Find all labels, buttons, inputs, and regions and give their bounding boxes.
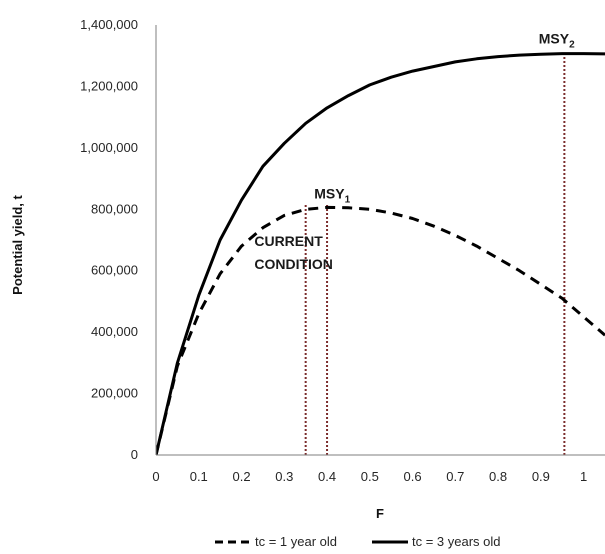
x-tick-label: 0.3 (275, 469, 293, 484)
series-layer (156, 52, 605, 455)
x-tick-label: 0.8 (489, 469, 507, 484)
y-tick-label: 1,000,000 (80, 140, 138, 155)
x-tick-label: 0.4 (318, 469, 336, 484)
x-axis-title: F (376, 506, 384, 521)
x-tick-label: 0.5 (361, 469, 379, 484)
x-tick-label: 0.6 (404, 469, 422, 484)
x-tick-label: 0.1 (190, 469, 208, 484)
series-line-tc-3-years-old (156, 52, 605, 455)
legend: tc = 1 year old tc = 3 years old (215, 534, 501, 549)
legend-label: tc = 3 years old (412, 534, 501, 549)
y-axis-title: Potential yield, t (10, 194, 25, 294)
annotation-subscript: 2 (569, 39, 575, 50)
y-tick-label: 600,000 (91, 263, 138, 278)
x-tick-label: 0.2 (232, 469, 250, 484)
y-tick-label: 200,000 (91, 386, 138, 401)
axes (155, 25, 605, 456)
annotation-subscript: 1 (345, 195, 351, 206)
legend-label: tc = 1 year old (255, 534, 337, 549)
x-tick-labels: 0 0.1 0.2 0.3 0.4 0.5 0.6 0.7 0.8 0.9 1 (152, 469, 587, 484)
annotation-condition: CONDITION (254, 256, 333, 272)
series-line-tc-1-year-old (156, 205, 605, 455)
y-tick-label: 0 (131, 447, 138, 462)
y-tick-label: 1,400,000 (80, 17, 138, 32)
x-tick-label: 0.7 (446, 469, 464, 484)
reference-lines (304, 54, 566, 455)
x-tick-label: 0.9 (532, 469, 550, 484)
y-tick-labels: 0 200,000 400,000 600,000 800,000 1,000,000 1,… (80, 17, 138, 462)
x-tick-label: 0 (152, 469, 159, 484)
annotations: MSY1 MSY2 CURRENT CONDITION (254, 30, 575, 272)
x-tick-label: 1 (580, 469, 587, 484)
y-tick-label: 800,000 (91, 201, 138, 216)
annotation-msy: MSY1 (314, 186, 350, 206)
annotation-msy: MSY2 (539, 30, 575, 50)
y-tick-label: 1,200,000 (80, 78, 138, 93)
annotation-current: CURRENT (254, 233, 323, 249)
y-tick-label: 400,000 (91, 324, 138, 339)
